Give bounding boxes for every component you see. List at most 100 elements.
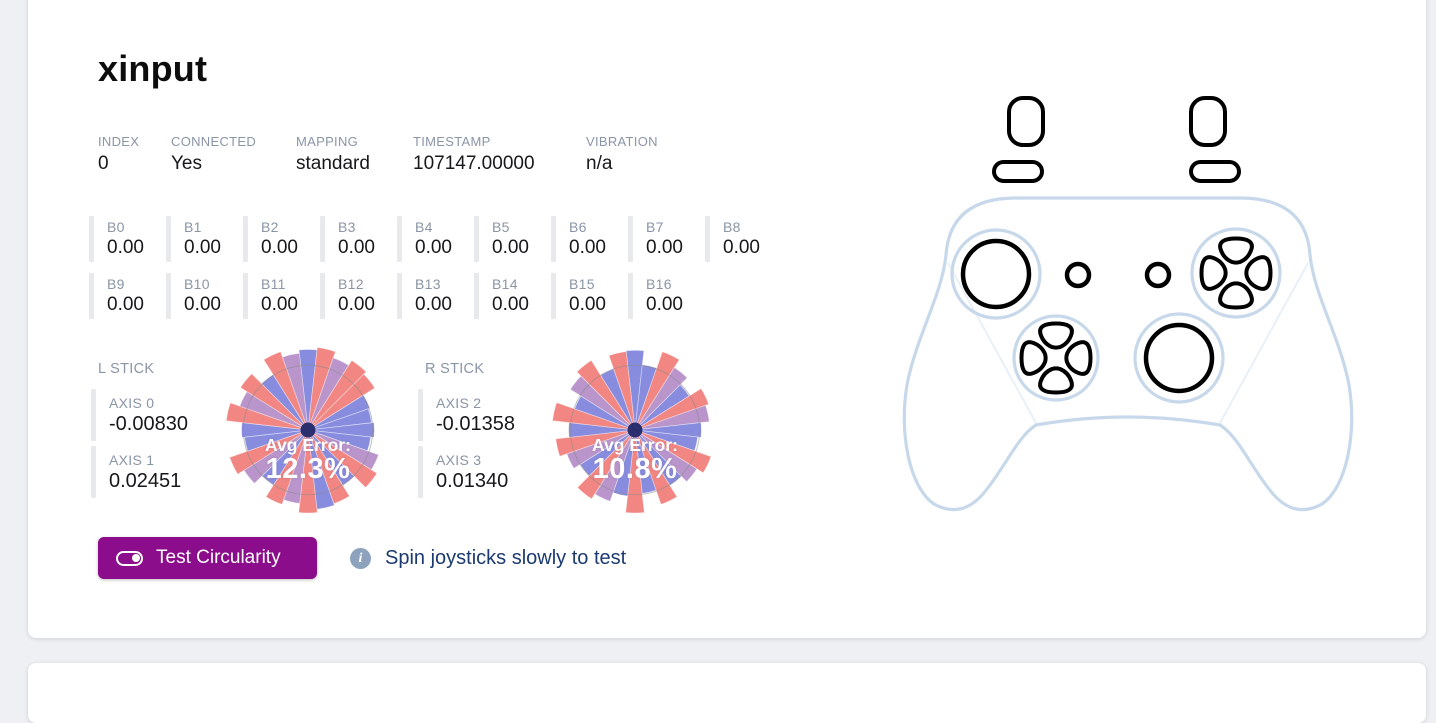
button-value: 0.00	[492, 294, 529, 315]
button-label: B10	[184, 276, 210, 292]
right-stick-icon	[1143, 322, 1215, 394]
button-bar	[551, 216, 556, 262]
button-value: 0.00	[569, 294, 606, 315]
button-gauge-b4: B4 0.00	[397, 216, 474, 262]
button-label: B15	[569, 276, 595, 292]
axis-2-value: -0.01358	[436, 412, 515, 435]
dpad-icon	[1019, 321, 1093, 395]
button-bar	[166, 216, 171, 262]
button-bar	[89, 273, 94, 319]
button-value: 0.00	[184, 294, 221, 315]
button-gauge-b8: B8 0.00	[705, 216, 782, 262]
meta-mapping-value: standard	[296, 153, 370, 174]
axis-1-gauge: AXIS 1 0.02451	[91, 446, 181, 498]
meta-vibration-value: n/a	[586, 153, 613, 174]
button-gauge-b5: B5 0.00	[474, 216, 551, 262]
button-bar	[320, 273, 325, 319]
dpad-ring	[1012, 314, 1100, 402]
face-buttons-ring	[1190, 227, 1282, 319]
button-bar	[89, 216, 94, 262]
meta-connected-value: Yes	[171, 153, 202, 174]
button-bar	[243, 273, 248, 319]
right-trigger-icon	[1189, 96, 1227, 147]
axis-3-value: 0.01340	[436, 469, 509, 492]
axis-2-gauge: AXIS 2 -0.01358	[418, 389, 515, 441]
right-bumper-icon	[1189, 160, 1241, 183]
button-bar	[397, 273, 402, 319]
left-stick-ring	[950, 228, 1042, 320]
right-stick-ring	[1133, 312, 1225, 404]
gamepad-illustration	[902, 96, 1354, 512]
button-gauge-b15: B15 0.00	[551, 273, 628, 319]
axis-0-bar	[91, 389, 96, 441]
body-crease-left	[947, 262, 1037, 424]
button-bar	[166, 273, 171, 319]
right-stick-avg-error: Avg Error: 10.8%	[592, 435, 678, 485]
button-bar	[628, 216, 633, 262]
button-label: B12	[338, 276, 364, 292]
page-title: xinput	[98, 48, 208, 89]
button-value: 0.00	[646, 237, 683, 258]
button-gauge-b7: B7 0.00	[628, 216, 705, 262]
button-label: B3	[338, 219, 356, 235]
button-value: 0.00	[107, 237, 144, 258]
axis-0-value: -0.00830	[109, 412, 188, 435]
button-label: B7	[646, 219, 664, 235]
meta-timestamp-label: TIMESTAMP	[413, 134, 491, 149]
button-label: B14	[492, 276, 518, 292]
button-bar	[705, 216, 710, 262]
left-stick-title: L STICK	[98, 361, 155, 377]
button-label: B4	[415, 219, 433, 235]
button-label: B13	[415, 276, 441, 292]
button-value: 0.00	[492, 237, 529, 258]
button-label: B11	[261, 276, 286, 292]
button-bar	[474, 216, 479, 262]
meta-index: INDEX 0	[98, 134, 171, 175]
axis-1-bar	[91, 446, 96, 498]
button-value: 0.00	[184, 237, 221, 258]
axis-2-bar	[418, 389, 423, 441]
gamepad-card: xinput INDEX 0 CONNECTED Yes MAPPING sta…	[28, 0, 1426, 638]
meta-timestamp: TIMESTAMP 107147.00000	[413, 134, 586, 175]
button-label: B9	[107, 276, 125, 292]
axis-3-bar	[418, 446, 423, 498]
button-gauge-b16: B16 0.00	[628, 273, 705, 319]
axis-0-label: AXIS 0	[109, 394, 155, 411]
button-gauge-b3: B3 0.00	[320, 216, 397, 262]
button-label: B8	[723, 219, 741, 235]
left-stick-avg-error: Avg Error: 12.3%	[265, 435, 351, 485]
axis-3-gauge: AXIS 3 0.01340	[418, 446, 508, 498]
meta-connected-label: CONNECTED	[171, 134, 257, 149]
button-gauge-b10: B10 0.00	[166, 273, 243, 319]
axis-1-value: 0.02451	[109, 469, 182, 492]
axis-2-label: AXIS 2	[436, 394, 482, 411]
button-value: 0.00	[415, 294, 452, 315]
button-gauge-b6: B6 0.00	[551, 216, 628, 262]
left-stick-icon	[960, 238, 1032, 310]
left-trigger-icon	[1007, 96, 1045, 147]
start-button-icon	[1144, 261, 1172, 289]
gamepad-meta: INDEX 0 CONNECTED Yes MAPPING standard T…	[98, 134, 658, 175]
button-value: 0.00	[569, 237, 606, 258]
left-stick-circularity-wheel: Avg Error: 12.3%	[223, 345, 393, 515]
meta-mapping-label: MAPPING	[296, 134, 359, 149]
button-bar	[551, 273, 556, 319]
button-label: B6	[569, 219, 587, 235]
buttons-grid: B0 0.00 B1 0.00 B2 0.00 B3 0.00 B4 0.00 B5 0.00 B6 0.…	[89, 216, 782, 319]
button-value: 0.00	[107, 294, 144, 315]
axis-1-label: AXIS 1	[109, 451, 155, 468]
button-gauge-b12: B12 0.00	[320, 273, 397, 319]
left-bumper-icon	[992, 160, 1044, 183]
meta-connected: CONNECTED Yes	[171, 134, 296, 175]
body-crease-right	[1219, 262, 1309, 424]
button-value: 0.00	[338, 294, 375, 315]
button-value: 0.00	[261, 294, 298, 315]
button-label: B1	[184, 219, 202, 235]
info-icon: i	[350, 548, 371, 569]
test-circularity-button[interactable]: Test Circularity	[98, 537, 317, 579]
meta-index-label: INDEX	[98, 134, 140, 149]
button-label: B5	[492, 219, 510, 235]
button-gauge-b0: B0 0.00	[89, 216, 166, 262]
button-gauge-b2: B2 0.00	[243, 216, 320, 262]
back-button-icon	[1064, 261, 1092, 289]
